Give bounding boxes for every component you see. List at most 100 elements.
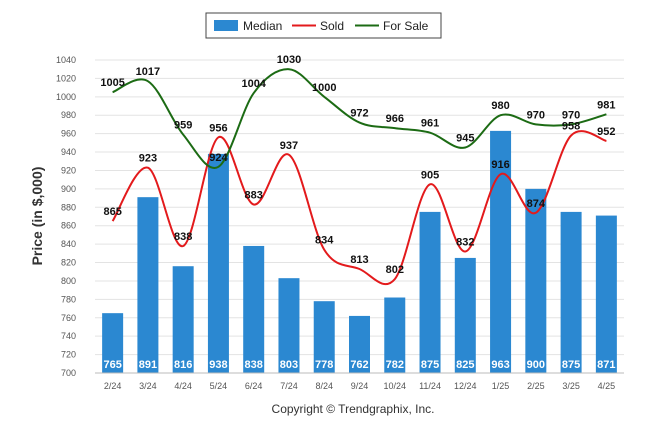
y-tick-label: 860	[61, 221, 76, 231]
x-tick-label: 5/24	[210, 381, 228, 391]
point-label-sold: 832	[456, 236, 474, 248]
bar-median	[419, 211, 441, 373]
legend-label-sold: Sold	[320, 19, 344, 33]
point-label-sold: 865	[103, 206, 121, 218]
bar-value-label: 762	[350, 359, 368, 371]
bar-value-label: 778	[315, 359, 333, 371]
point-label-for-sale: 970	[562, 109, 580, 121]
point-label-sold: 923	[139, 153, 157, 165]
point-label-sold: 838	[174, 231, 192, 243]
point-label-sold: 952	[597, 126, 615, 138]
bar-median	[278, 278, 300, 373]
legend-swatch-median	[214, 20, 238, 31]
point-label-for-sale: 959	[174, 120, 192, 132]
x-tick-label: 9/24	[351, 381, 369, 391]
point-label-for-sale: 972	[350, 108, 368, 120]
point-label-for-sale: 945	[456, 132, 474, 144]
bar-value-label: 891	[139, 359, 157, 371]
y-axis-label: Price (in $,000)	[29, 167, 45, 266]
bar-median	[384, 297, 406, 373]
x-tick-label: 11/24	[419, 381, 441, 391]
y-tick-label: 920	[61, 165, 76, 175]
y-tick-label: 720	[61, 350, 76, 360]
bar-median	[454, 257, 476, 373]
x-tick-label: 1/25	[492, 381, 510, 391]
point-label-sold: 874	[527, 198, 546, 210]
bar-value-label: 871	[597, 359, 615, 371]
x-tick-label: 6/24	[245, 381, 263, 391]
bar-median	[490, 130, 512, 373]
point-label-sold: 916	[491, 159, 509, 171]
point-label-sold: 834	[315, 235, 334, 247]
bar-value-label: 782	[386, 359, 404, 371]
x-tick-label: 3/25	[562, 381, 580, 391]
copyright: Copyright © Trendgraphix, Inc.	[272, 402, 435, 416]
point-label-sold: 883	[245, 190, 263, 202]
point-label-for-sale: 924	[209, 152, 228, 164]
x-tick-label: 2/24	[104, 381, 122, 391]
y-tick-label: 1020	[56, 73, 76, 83]
point-label-for-sale: 1017	[136, 66, 160, 78]
y-axis-ticks: 700 720 740 760 780 800 820 840 860 880 900 920 940 9…	[56, 55, 76, 378]
y-tick-label: 1040	[56, 55, 76, 65]
point-label-for-sale: 1005	[100, 77, 124, 89]
bar-median	[525, 188, 547, 373]
point-label-for-sale: 970	[527, 109, 545, 121]
point-label-sold: 905	[421, 169, 439, 181]
point-label-sold: 958	[562, 120, 580, 132]
bar-median	[207, 153, 229, 373]
bar-value-label: 825	[456, 359, 474, 371]
y-tick-label: 800	[61, 276, 76, 286]
y-tick-label: 760	[61, 313, 76, 323]
bar-value-label: 875	[562, 359, 580, 371]
bar-median	[243, 245, 265, 373]
legend-box	[205, 12, 442, 39]
bar-median	[172, 266, 194, 373]
legend: Median Sold For Sale	[205, 12, 442, 39]
point-label-for-sale: 1000	[312, 82, 336, 94]
x-tick-label: 7/24	[280, 381, 298, 391]
bar-value-label: 765	[103, 359, 121, 371]
bar-median	[349, 315, 370, 373]
bar-value-label: 963	[491, 359, 509, 371]
bar-value-label: 875	[421, 359, 439, 371]
data-labels: 765 891 816 938 838 803 778 762 782 875 825 963 900 8…	[100, 54, 615, 371]
x-tick-label: 4/24	[174, 381, 192, 391]
bar-median	[595, 215, 617, 373]
median-bars	[102, 130, 617, 373]
point-label-for-sale: 1030	[277, 54, 301, 66]
x-tick-label: 12/24	[454, 381, 477, 391]
bar-value-label: 938	[209, 359, 227, 371]
point-label-sold: 813	[350, 254, 368, 266]
y-tick-label: 940	[61, 147, 76, 157]
bar-median	[560, 211, 582, 373]
bar-value-label: 803	[280, 359, 298, 371]
line-for-sale	[112, 68, 607, 169]
bar-median	[137, 197, 159, 373]
y-tick-label: 1000	[56, 92, 76, 102]
y-tick-label: 880	[61, 202, 76, 212]
legend-label-median: Median	[243, 19, 282, 33]
series-lines	[111, 68, 607, 286]
line-sold	[111, 130, 607, 286]
x-tick-label: 2/25	[527, 381, 545, 391]
y-tick-label: 980	[61, 110, 76, 120]
x-tick-label: 3/24	[139, 381, 157, 391]
legend-label-for-sale: For Sale	[383, 19, 429, 33]
x-tick-label: 8/24	[315, 381, 333, 391]
point-label-sold: 937	[280, 140, 298, 152]
y-tick-label: 840	[61, 239, 76, 249]
y-tick-label: 900	[61, 184, 76, 194]
x-tick-label: 4/25	[598, 381, 616, 391]
bar-value-label: 838	[245, 359, 263, 371]
y-tick-label: 740	[61, 331, 76, 341]
point-label-sold: 802	[386, 264, 404, 276]
point-label-sold: 956	[209, 122, 227, 134]
bar-median	[313, 301, 335, 373]
point-label-for-sale: 966	[386, 113, 404, 125]
y-tick-label: 820	[61, 258, 76, 268]
point-label-for-sale: 1004	[241, 78, 266, 90]
point-label-for-sale: 981	[597, 99, 615, 111]
y-tick-label: 780	[61, 294, 76, 304]
